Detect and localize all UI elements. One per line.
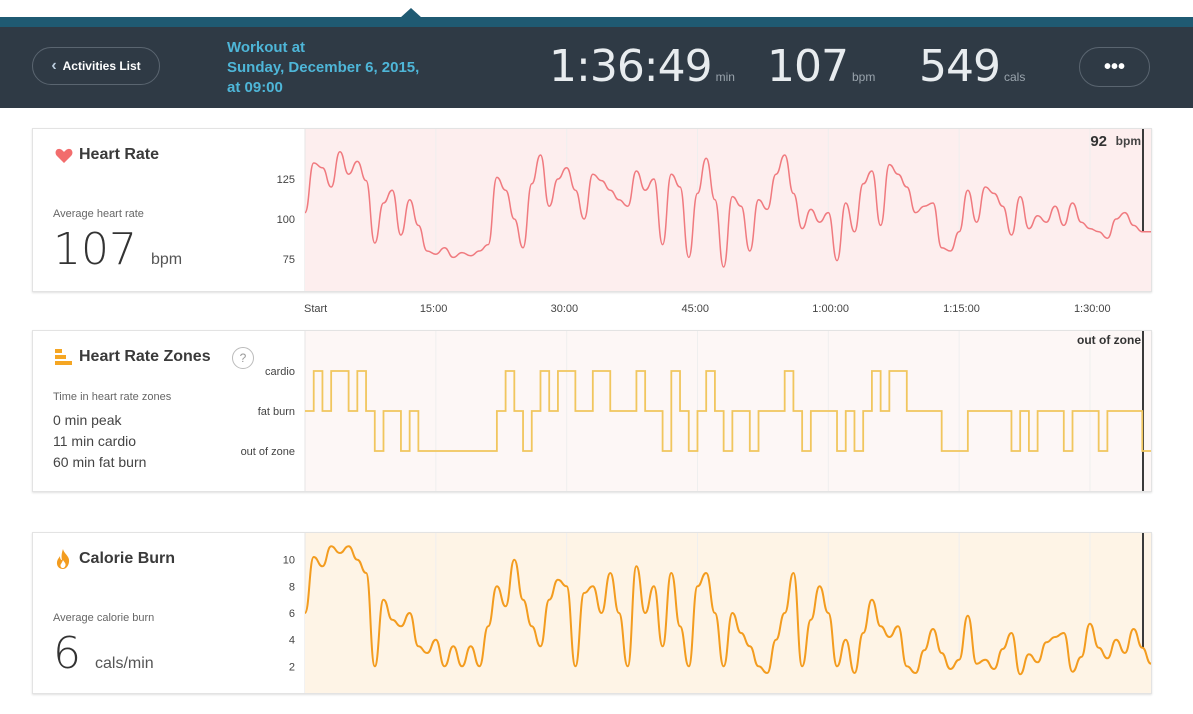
calorie-area bbox=[305, 546, 1151, 693]
calorie-title: Calorie Burn bbox=[79, 550, 176, 567]
zone-level-label: cardio bbox=[265, 366, 295, 378]
workout-title-line1: Workout at bbox=[227, 39, 306, 56]
y-tick-label: 10 bbox=[283, 555, 295, 567]
current-zone-label: out of zone bbox=[1077, 333, 1141, 347]
current-heart-unit: bpm bbox=[1116, 134, 1141, 148]
heart-rate-chart: 125 100 75 92 bpm bbox=[277, 129, 1151, 291]
y-tick-label: 8 bbox=[289, 581, 295, 593]
y-tick-label: 75 bbox=[283, 254, 295, 266]
workout-title-line3: at 09:00 bbox=[227, 79, 283, 96]
calories-stat: 549 cals bbox=[919, 41, 1025, 92]
zones-icon bbox=[55, 349, 72, 365]
y-tick-label: 125 bbox=[277, 174, 295, 186]
calorie-chart: 10 8 6 4 2 bbox=[283, 533, 1151, 693]
y-tick-label: 2 bbox=[289, 661, 295, 673]
zone-line bbox=[305, 370, 1151, 452]
flame-icon bbox=[56, 549, 70, 569]
ellipsis-icon: ••• bbox=[1103, 55, 1125, 78]
x-tick-label: 15:00 bbox=[419, 303, 448, 315]
y-tick-label: 4 bbox=[289, 635, 295, 647]
avg-calorie-number: 6 bbox=[53, 628, 81, 679]
x-tick-label: 1:30:00 bbox=[1073, 303, 1111, 315]
x-tick-label: 1:00:00 bbox=[812, 303, 849, 315]
avg-heart-number: 107 bbox=[53, 224, 137, 275]
avg-heart-unit: bpm bbox=[150, 251, 183, 268]
workout-title: Workout at Sunday, December 6, 2015, at … bbox=[227, 38, 419, 98]
x-tick-label: 1:15:00 bbox=[943, 303, 980, 315]
activities-list-label: Activities List bbox=[62, 59, 141, 73]
workout-header: ‹ Activities List Workout at Sunday, Dec… bbox=[0, 27, 1193, 108]
more-options-button[interactable]: ••• bbox=[1079, 47, 1150, 87]
zone-cardio: 11 min cardio bbox=[53, 433, 137, 449]
avg-calorie-label: Average calorie burn bbox=[53, 612, 155, 624]
calories-unit: cals bbox=[1003, 70, 1026, 84]
duration-unit: min bbox=[715, 70, 735, 84]
calories-value: 549 bbox=[919, 41, 1001, 92]
heart-icon bbox=[55, 148, 73, 163]
active-tab-indicator bbox=[400, 8, 422, 18]
zones-chart: cardio fat burn out of zone out of zone bbox=[241, 331, 1151, 491]
heart-unit: bpm bbox=[851, 70, 876, 84]
zone-level-label: out of zone bbox=[241, 446, 295, 458]
y-tick-label: 100 bbox=[277, 214, 295, 226]
heart-rate-area bbox=[305, 151, 1151, 291]
current-heart-value: 92 bbox=[1090, 133, 1107, 150]
zone-level-label: fat burn bbox=[258, 406, 295, 418]
heart-rate-line bbox=[304, 151, 1151, 268]
x-tick-label: Start bbox=[304, 303, 328, 315]
heart-stat: 107 bpm bbox=[767, 41, 875, 92]
workout-title-line2: Sunday, December 6, 2015, bbox=[227, 59, 420, 76]
y-tick-label: 6 bbox=[289, 608, 295, 620]
avg-calorie-value: 6 cals/min bbox=[53, 628, 154, 679]
calorie-line bbox=[304, 545, 1151, 676]
avg-heart-label: Average heart rate bbox=[53, 208, 144, 220]
x-tick-label: 30:00 bbox=[550, 303, 579, 315]
avg-calorie-unit: cals/min bbox=[95, 655, 154, 672]
duration-value: 1:36:49 bbox=[549, 41, 713, 92]
avg-heart-value: 107 bpm bbox=[53, 224, 182, 275]
zones-title: Heart Rate Zones bbox=[79, 348, 211, 365]
heart-value: 107 bbox=[767, 41, 849, 92]
activities-list-button[interactable]: ‹ Activities List bbox=[32, 47, 160, 85]
help-icon[interactable]: ? bbox=[232, 347, 254, 369]
duration-stat: 1:36:49 min bbox=[549, 41, 735, 92]
zone-fatburn: 60 min fat burn bbox=[53, 454, 147, 470]
calorie-burn-panel: Calorie Burn Average calorie burn 6 cals/… bbox=[32, 532, 1152, 694]
zone-peak: 0 min peak bbox=[53, 412, 122, 428]
x-tick-label: 45:00 bbox=[681, 303, 709, 315]
chevron-left-icon: ‹ bbox=[51, 57, 57, 74]
heart-rate-zones-panel: Heart Rate Zones ? Time in heart rate zo… bbox=[32, 330, 1152, 492]
heart-rate-panel: Heart Rate Average heart rate 107 bpm 125… bbox=[32, 128, 1152, 292]
heart-rate-title: Heart Rate bbox=[79, 146, 160, 163]
zones-subtitle: Time in heart rate zones bbox=[53, 391, 172, 403]
